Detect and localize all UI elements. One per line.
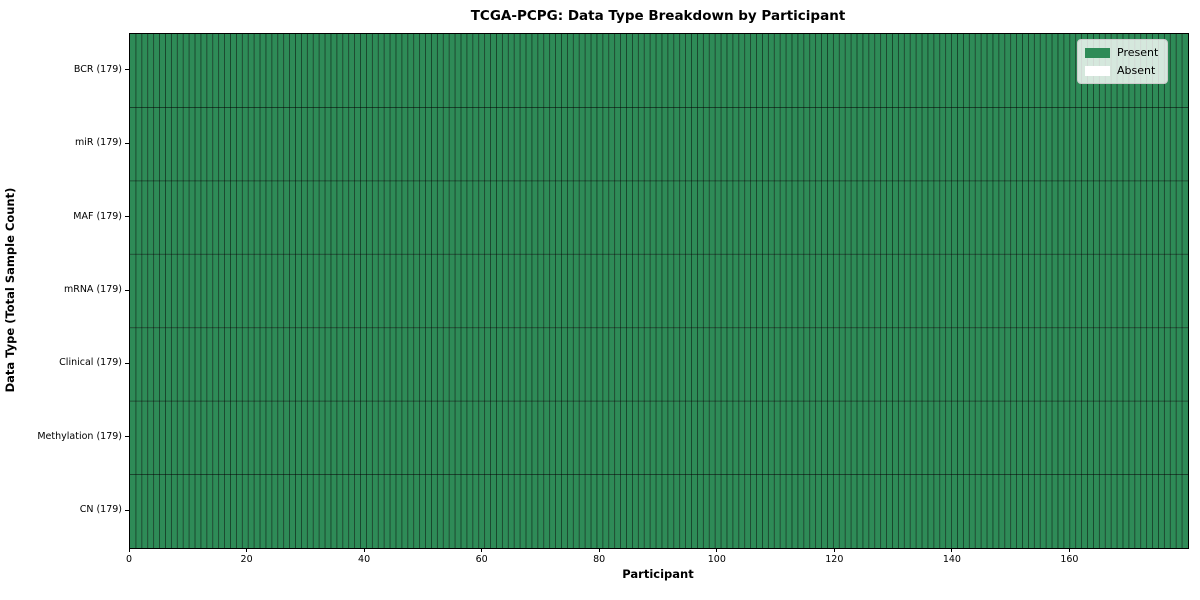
x-axis-label: Participant (622, 567, 694, 581)
heatmap-row (130, 34, 1188, 108)
x-tick-label: 40 (358, 554, 371, 565)
heatmap-svg (130, 34, 1188, 548)
legend-entry: Present (1085, 46, 1158, 59)
y-tick-mark (125, 216, 129, 218)
x-tick-label: 100 (707, 554, 726, 565)
heatmap-row (130, 401, 1188, 475)
legend-swatch-present (1085, 47, 1110, 58)
legend-label: Present (1117, 46, 1159, 59)
chart-title: TCGA-PCPG: Data Type Breakdown by Partic… (470, 8, 846, 24)
y-tick-label: BCR (179) (73, 63, 122, 75)
y-tick-label: Clinical (179) (59, 357, 122, 369)
heatmap-row (130, 474, 1188, 548)
legend-label: Absent (1117, 64, 1156, 77)
x-tick-label: 0 (125, 554, 133, 565)
x-tick-mark (833, 548, 835, 552)
y-tick-label: mRNA (179) (63, 284, 122, 295)
x-tick-mark (598, 548, 600, 552)
y-tick-label: Methylation (179) (37, 430, 122, 442)
y-tick-label: MAF (179) (73, 210, 122, 222)
x-tick-mark (246, 548, 248, 552)
legend: Present Absent (1077, 39, 1169, 84)
heatmap-row (130, 327, 1188, 402)
x-tick-mark (481, 548, 483, 552)
x-tick-mark (128, 548, 130, 552)
plot-area (129, 33, 1189, 549)
x-tick-mark (951, 548, 953, 552)
y-tick-mark (125, 436, 129, 438)
x-tick-label: 20 (240, 554, 253, 565)
y-tick-mark (125, 509, 129, 511)
legend-swatch-absent (1085, 65, 1110, 76)
x-tick-mark (716, 548, 718, 552)
x-tick-label: 160 (1060, 554, 1079, 565)
x-tick-label: 140 (942, 554, 961, 565)
x-tick-label: 80 (593, 554, 606, 565)
y-tick-label: miR (179) (74, 137, 122, 149)
y-tick-mark (125, 69, 129, 71)
legend-entry: Absent (1085, 64, 1158, 77)
x-tick-label: 60 (475, 554, 488, 565)
y-tick-mark (125, 142, 129, 144)
y-tick-mark (125, 289, 129, 291)
x-tick-mark (363, 548, 365, 552)
heatmap-row (130, 254, 1188, 328)
heatmap-row (130, 107, 1188, 181)
x-tick-label: 120 (825, 554, 844, 565)
x-tick-mark (1068, 548, 1070, 552)
heatmap-row (130, 180, 1188, 255)
y-tick-label: CN (179) (79, 504, 122, 516)
heatmap-gridlines (130, 34, 1188, 548)
y-tick-mark (125, 362, 129, 364)
